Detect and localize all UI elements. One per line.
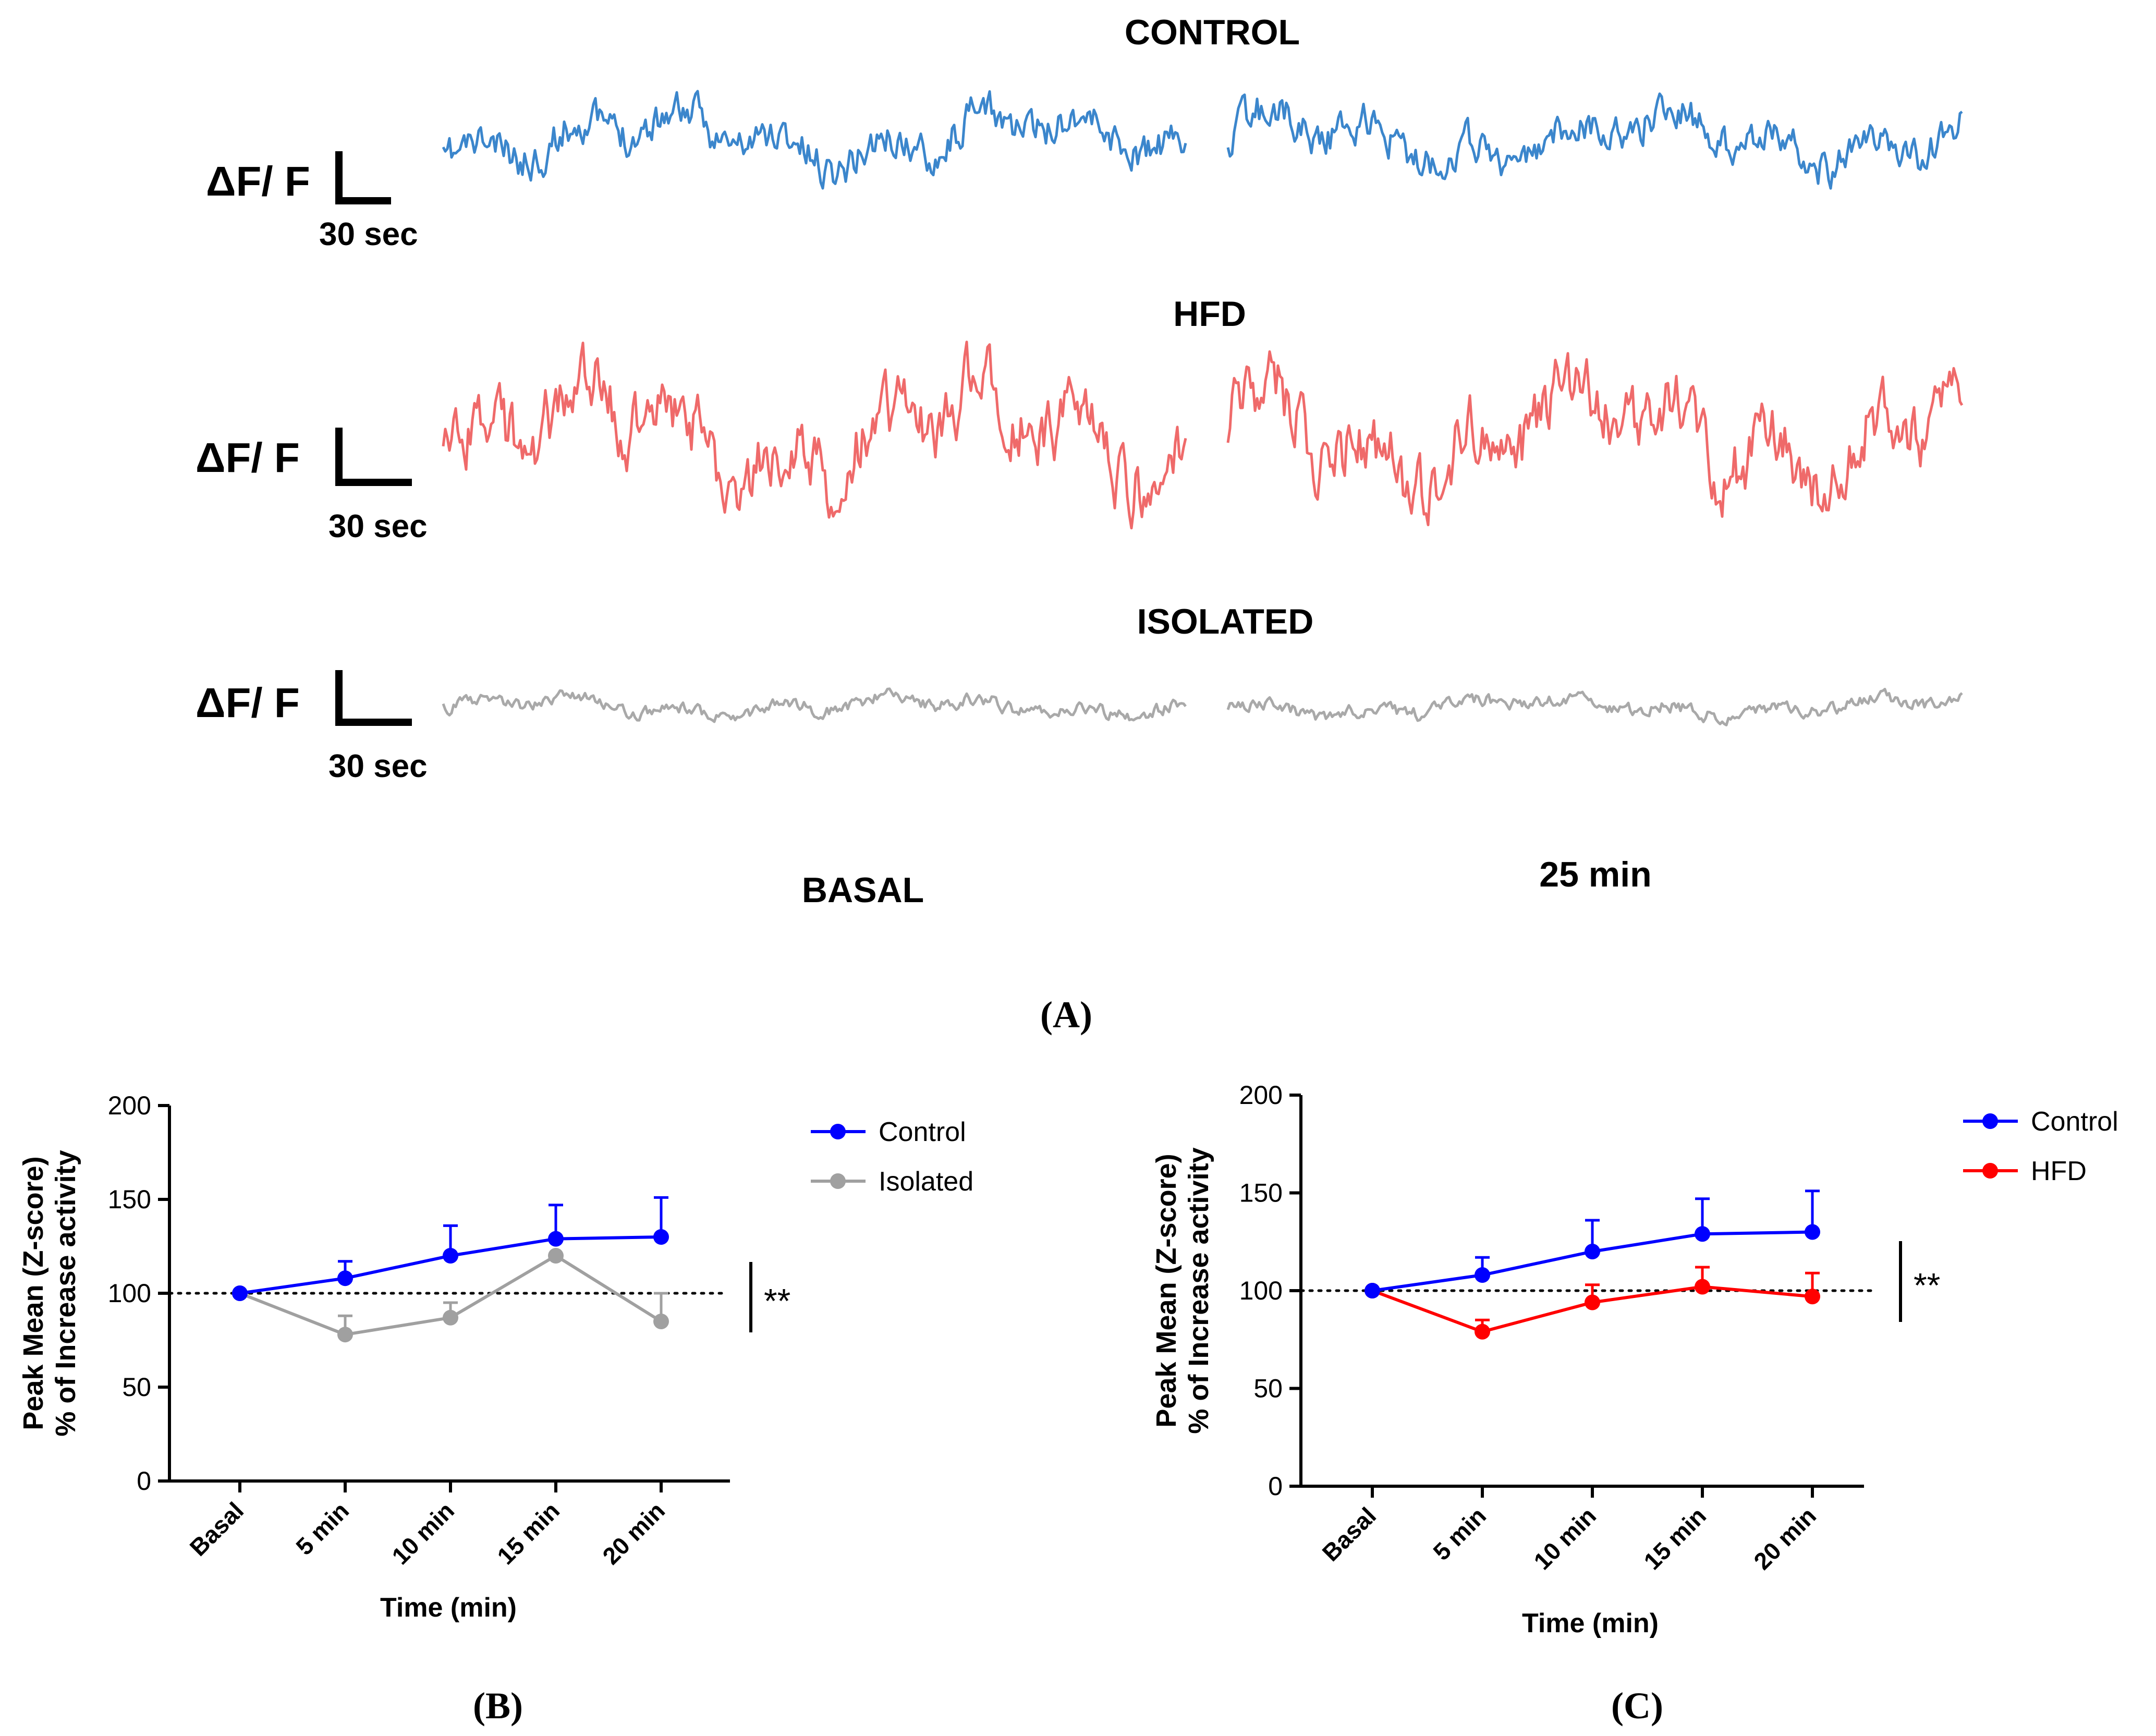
y-tick-label: 100 (108, 1279, 151, 1308)
legend-item-isolated: Isolated (811, 1167, 973, 1197)
y-tick-label: 50 (1253, 1374, 1283, 1403)
x-tick-label: 15 min (1638, 1502, 1711, 1575)
significance-label: ** (1914, 1266, 1940, 1305)
dff-label-hfd: ΔF/ F (196, 434, 300, 481)
series-control (1365, 1189, 1820, 1298)
data-point (1805, 1289, 1820, 1305)
legend-label: Control (879, 1117, 966, 1147)
legend-item-control: Control (811, 1117, 966, 1147)
legend-item-hfd: HFD (1963, 1156, 2087, 1186)
significance-label: ** (764, 1282, 790, 1320)
x-tick-label: Basal (185, 1497, 249, 1561)
y-tick-label: 0 (137, 1466, 151, 1496)
data-point (443, 1248, 458, 1264)
y-axis-title-line1: Peak Mean (Z-score) (1151, 1154, 1182, 1427)
column-label-25min: 25 min (1539, 855, 1651, 894)
legend-item-control: Control (1963, 1107, 2118, 1137)
row-title-isolated: ISOLATED (1137, 602, 1314, 641)
panel-label-a: (A) (1040, 994, 1092, 1036)
y-axis-title-line2: % of Increase activity (50, 1150, 81, 1436)
data-point (1585, 1244, 1600, 1259)
data-point (1585, 1294, 1600, 1310)
row-title-control: CONTROL (1125, 13, 1300, 52)
trace-isolated-25min (1226, 688, 1963, 726)
y-axis-title-line1: Peak Mean (Z-score) (18, 1156, 49, 1430)
legend-label: HFD (2031, 1156, 2087, 1186)
data-point (548, 1248, 564, 1264)
data-point (1365, 1283, 1380, 1298)
x-tick-label: 10 min (1528, 1502, 1601, 1575)
dff-label-control: ΔF/ F (206, 158, 310, 204)
y-tick-label: 200 (108, 1091, 151, 1120)
data-point (548, 1231, 564, 1247)
x-axis-title: Time (min) (380, 1593, 517, 1623)
legend-label: Control (2031, 1107, 2118, 1137)
x-tick-label: 5 min (1428, 1502, 1491, 1565)
legend-marker (1982, 1163, 1998, 1179)
column-label-basal: BASAL (802, 870, 924, 910)
data-point (337, 1270, 353, 1286)
scale-bar-hfd (335, 428, 412, 486)
data-point (337, 1327, 353, 1343)
data-point (653, 1314, 669, 1329)
y-tick-label: 0 (1268, 1472, 1283, 1501)
x-tick-label: 10 min (386, 1497, 459, 1570)
data-point (1695, 1226, 1710, 1242)
x-tick-label: 15 min (492, 1497, 565, 1570)
series-control (232, 1196, 669, 1301)
time-scale-control: 30 sec (319, 216, 418, 252)
y-tick-label: 150 (108, 1185, 151, 1214)
trace-control-basal (442, 90, 1187, 190)
data-point (1475, 1267, 1490, 1283)
legend-marker (830, 1173, 846, 1189)
y-tick-label: 150 (1239, 1179, 1283, 1208)
row-title-hfd: HFD (1173, 294, 1246, 334)
legend-marker (1982, 1113, 1998, 1129)
data-point (1805, 1224, 1820, 1240)
trace-hfd-25min (1226, 350, 1964, 527)
dff-label-isolated: ΔF/ F (196, 679, 300, 726)
x-tick-label: 20 min (1748, 1502, 1821, 1575)
y-tick-label: 100 (1239, 1276, 1283, 1305)
legend-marker (830, 1124, 846, 1139)
time-scale-isolated: 30 sec (328, 748, 428, 784)
y-axis-title-line2: % of Increase activity (1183, 1147, 1214, 1434)
fluorescence-traces (442, 90, 1964, 726)
legend-label: Isolated (879, 1167, 973, 1197)
y-tick-label: 200 (1239, 1081, 1283, 1110)
x-tick-label: Basal (1317, 1502, 1382, 1567)
chart-panel-c: 0 50 100 150 200 Basal 5 min 10 min 15 min 20 min… (1151, 1081, 2118, 1638)
series-hfd (1365, 1266, 1820, 1340)
trace-control-25min (1226, 92, 1963, 190)
data-point (1695, 1279, 1710, 1295)
trace-isolated-basal (442, 687, 1187, 723)
panel-label-b: (B) (473, 1685, 523, 1727)
data-point (653, 1229, 669, 1245)
scale-bar-control (335, 151, 391, 204)
x-tick-label: 20 min (597, 1497, 670, 1570)
panel-a: CONTROL HFD ISOLATED ΔF/ F 30 sec ΔF/ F … (196, 13, 1964, 1036)
data-point (1475, 1324, 1490, 1340)
x-axis-title: Time (min) (1522, 1608, 1659, 1638)
panel-label-c: (C) (1611, 1685, 1663, 1727)
y-tick-label: 50 (122, 1373, 151, 1402)
x-tick-label: 5 min (290, 1497, 354, 1560)
scale-bar-isolated (335, 670, 412, 726)
chart-panel-b: 0 50 100 150 200 Basal 5 min 10 min 15 min 20 min… (18, 1091, 973, 1623)
data-point (232, 1285, 248, 1301)
series-isolated (232, 1248, 669, 1343)
trace-hfd-basal (442, 341, 1187, 530)
data-point (443, 1309, 458, 1326)
time-scale-hfd: 30 sec (328, 508, 428, 544)
